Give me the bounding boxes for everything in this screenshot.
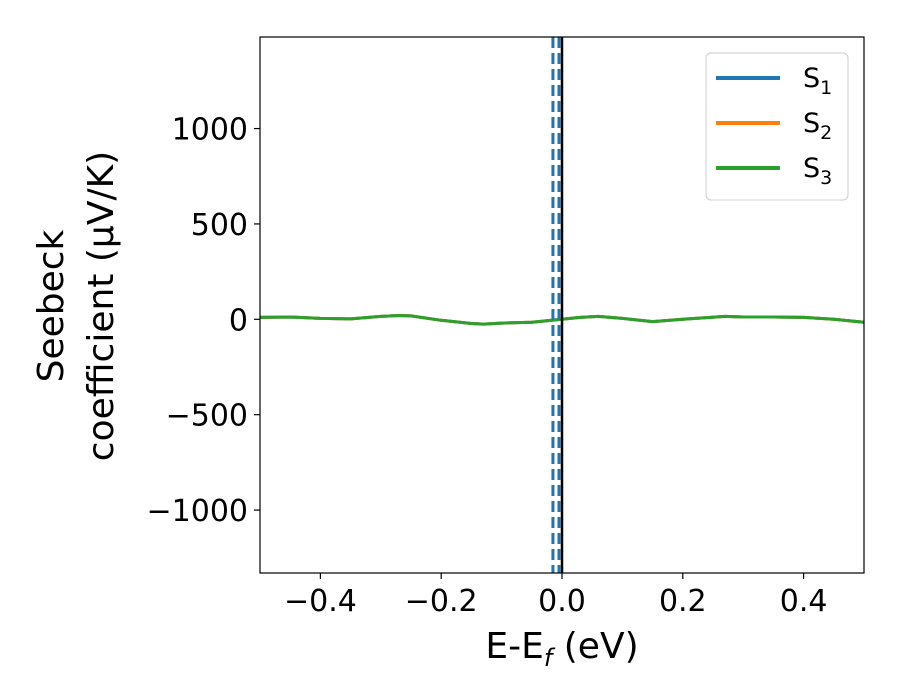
y-axis-title-line1: Seebeck <box>31 229 72 382</box>
y-tick-label: −500 <box>166 399 248 434</box>
y-tick-label: 1000 <box>172 113 248 148</box>
legend-box <box>705 52 849 201</box>
x-tick-label: 0.0 <box>538 584 586 619</box>
legend-label-S2: S2 <box>803 108 832 144</box>
y-axis: −1000 −500 0 500 1000 <box>147 113 260 529</box>
legend-label-S3: S3 <box>803 153 832 189</box>
series-line-S3 <box>259 314 865 326</box>
y-axis-title-line2: coefficient (μV/K) <box>81 151 122 461</box>
x-axis: −0.4 −0.2 0.0 0.2 0.4 <box>284 573 827 619</box>
legend-label-S1: S1 <box>803 63 832 99</box>
x-axis-title: E-Ef (eV) <box>485 626 638 672</box>
y-tick-label: −1000 <box>147 494 248 529</box>
y-tick-label: 0 <box>229 303 248 338</box>
x-tick-label: −0.2 <box>405 584 478 619</box>
y-tick-label: 500 <box>191 208 248 243</box>
x-tick-label: −0.4 <box>284 584 357 619</box>
x-tick-label: 0.2 <box>659 584 707 619</box>
x-tick-label: 0.4 <box>780 584 828 619</box>
plot-area <box>259 37 865 573</box>
legend: S1 S2 S3 <box>705 52 849 201</box>
